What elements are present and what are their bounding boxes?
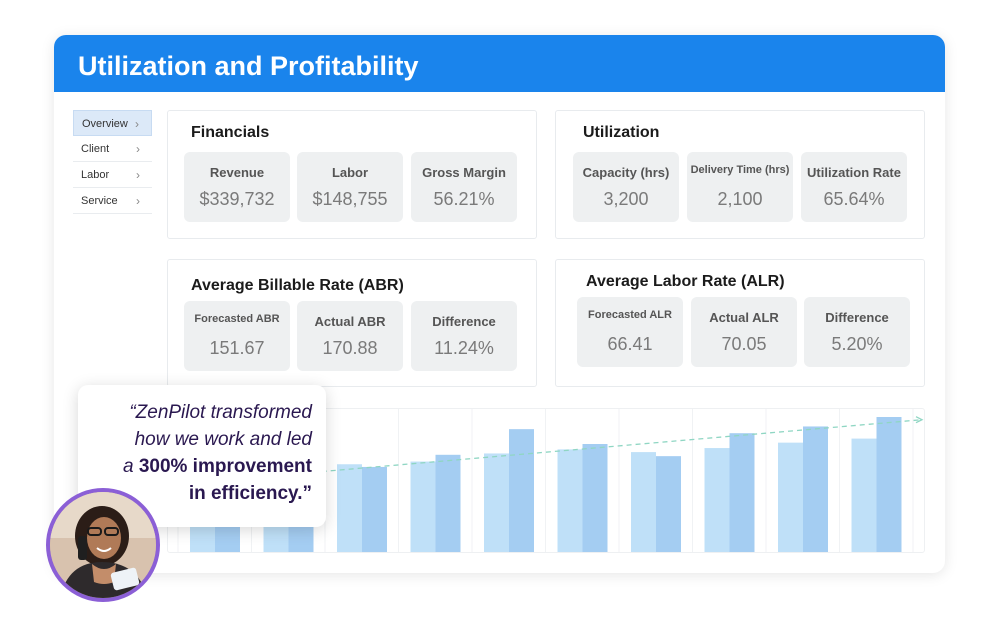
quote-line: a 300% improvement	[88, 453, 312, 480]
financials-title: Financials	[191, 124, 270, 141]
bar-series-2	[803, 426, 828, 552]
sidebar-item-label: Labor	[81, 169, 110, 181]
tile-label: Difference	[825, 310, 889, 325]
bar-series-1	[851, 438, 877, 552]
tile-label: Difference	[432, 314, 496, 329]
utilization-card: Utilization Capacity (hrs) 3,200 Deliver…	[555, 110, 925, 239]
trend-arrow-icon	[915, 416, 924, 424]
trend-line	[249, 419, 923, 479]
tile-label: Labor	[331, 165, 369, 180]
tile-value: 70.05	[721, 334, 767, 354]
bar-series-2	[729, 433, 755, 552]
sidebar-item-client[interactable]: Client ›	[73, 136, 152, 162]
tile-value: $339,732	[199, 189, 275, 209]
chevron-right-icon: ›	[136, 194, 140, 208]
tile-value: 3,200	[603, 189, 649, 209]
tile-value: 66.41	[607, 334, 653, 354]
tile-value: 11.24%	[434, 338, 494, 358]
tile-value: $148,755	[312, 189, 388, 209]
sidebar-item-overview[interactable]: Overview ›	[73, 110, 152, 136]
forecasted-alr-tile: Forecasted ALR 66.41	[577, 297, 683, 367]
bar-series-2	[509, 429, 534, 552]
tile-value: 170.88	[322, 338, 378, 358]
window-title: Utilization and Profitability	[54, 35, 945, 92]
quote-highlight: in efficiency.”	[188, 483, 312, 504]
tile-label: Gross Margin	[422, 165, 506, 180]
actual-alr-tile: Actual ALR 70.05	[691, 297, 797, 367]
abr-difference-tile: Difference 11.24%	[411, 301, 517, 371]
tile-label: Actual ALR	[709, 310, 779, 325]
sidebar-nav: Overview › Client › Labor › Service ›	[73, 110, 152, 214]
avatar	[46, 488, 160, 602]
quote-line: “ZenPilot transformed	[129, 402, 312, 423]
tile-label: Capacity (hrs)	[582, 165, 670, 180]
quote-line: how we work and led	[134, 429, 312, 450]
tile-value: 56.21%	[433, 189, 495, 209]
bar-series-1	[557, 449, 583, 552]
bar-series-2	[362, 466, 387, 552]
actual-abr-tile: Actual ABR 170.88	[297, 301, 403, 371]
bar-series-2	[876, 417, 902, 552]
forecasted-abr-tile: Forecasted ABR 151.67	[184, 301, 290, 371]
tile-value: 2,100	[717, 189, 763, 209]
capacity-tile: Capacity (hrs) 3,200	[573, 152, 679, 222]
financials-card: Financials Revenue $339,732 Labor $148,7…	[167, 110, 537, 239]
bar-series-2	[656, 456, 681, 552]
delivery-time-tile: Delivery Time (hrs) 2,100	[687, 152, 793, 222]
bar-series-1	[704, 448, 730, 552]
quote-text: a	[122, 456, 139, 477]
tile-label: Actual ABR	[314, 314, 386, 329]
chevron-right-icon: ›	[136, 168, 140, 182]
testimonial-card: “ZenPilot transformed how we work and le…	[78, 385, 326, 527]
sidebar-item-label: Service	[81, 195, 118, 207]
bar-series-1	[631, 452, 656, 552]
bar-series-1	[778, 442, 803, 552]
sidebar-item-service[interactable]: Service ›	[73, 188, 152, 214]
chevron-right-icon: ›	[136, 142, 140, 156]
tile-label: Delivery Time (hrs)	[690, 164, 790, 176]
tile-label: Forecasted ABR	[194, 313, 280, 325]
quote-highlight: 300% improvement	[138, 456, 312, 477]
alr-difference-tile: Difference 5.20%	[804, 297, 910, 367]
bar-series-1	[484, 453, 509, 552]
sidebar-item-label: Client	[81, 143, 110, 155]
tile-value: 5.20%	[831, 334, 883, 354]
bar-series-2	[435, 454, 461, 552]
chevron-right-icon: ›	[135, 117, 139, 131]
tile-label: Forecasted ALR	[588, 309, 672, 321]
revenue-tile: Revenue $339,732	[184, 152, 290, 222]
bar-series-1	[410, 461, 436, 552]
abr-title: Average Billable Rate (ABR)	[191, 277, 404, 294]
tile-value: 151.67	[209, 338, 265, 358]
quote-line: in efficiency.”	[88, 480, 312, 507]
bar-series-1	[337, 464, 362, 552]
bar-series-2	[582, 444, 608, 552]
utilization-rate-tile: Utilization Rate 65.64%	[801, 152, 907, 222]
gross-margin-tile: Gross Margin 56.21%	[411, 152, 517, 222]
abr-card: Average Billable Rate (ABR) Forecasted A…	[167, 259, 537, 387]
person-photo-icon	[50, 492, 156, 598]
utilization-title: Utilization	[583, 124, 660, 141]
sidebar-item-labor[interactable]: Labor ›	[73, 162, 152, 188]
labor-tile: Labor $148,755	[297, 152, 403, 222]
dashboard-window: Utilization and Profitability Overview ›…	[54, 35, 945, 573]
bar-series-1	[190, 525, 215, 552]
tile-label: Revenue	[209, 165, 265, 180]
tile-label: Utilization Rate	[807, 165, 901, 180]
alr-card: Average Labor Rate (ALR) Forecasted ALR …	[555, 259, 925, 387]
sidebar-item-label: Overview	[82, 118, 128, 130]
tile-value: 65.64%	[823, 189, 885, 209]
alr-title: Average Labor Rate (ALR)	[586, 273, 785, 290]
